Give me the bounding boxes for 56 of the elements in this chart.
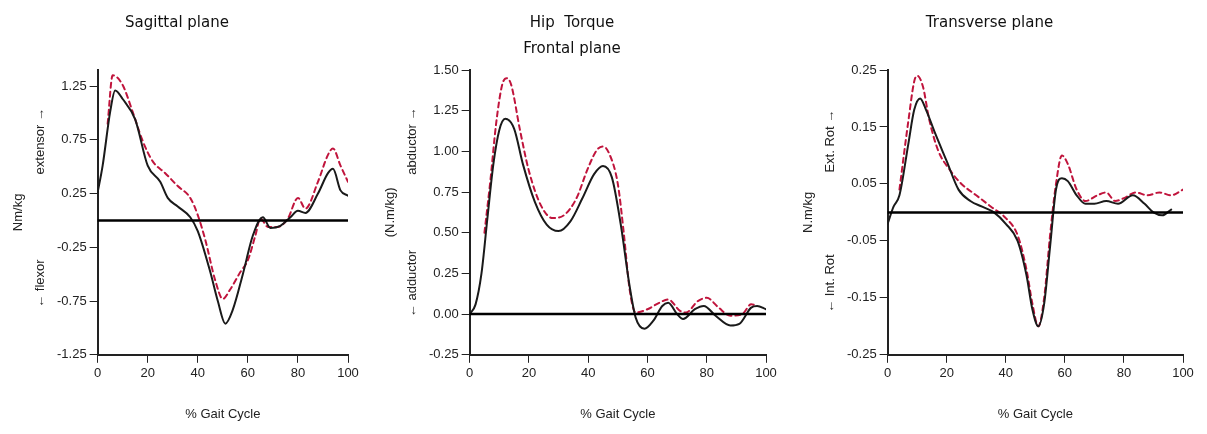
text: ← adductor xyxy=(403,249,419,318)
line-series xyxy=(106,74,348,300)
x-tick-label: 20 xyxy=(140,365,155,381)
y-tick-label: 1.25 xyxy=(433,102,459,118)
chart-subtitle: Frontal plane xyxy=(523,38,621,57)
x-tick-label: 40 xyxy=(998,365,1014,381)
y-tick-label: 0.50 xyxy=(433,224,459,240)
text: ← flexor xyxy=(31,258,47,308)
y-tick-label: 0.15 xyxy=(851,118,877,134)
y-tick-label: 0.75 xyxy=(433,183,459,199)
x-tick-label: 60 xyxy=(640,365,655,381)
chart-title: Sagittal plane xyxy=(125,12,229,31)
y-axis-title: N.m/kg xyxy=(799,191,815,233)
y-tick-label: 0.25 xyxy=(851,61,877,77)
y-tick-label: 0.75 xyxy=(61,131,87,147)
y-tick-label: -0.75 xyxy=(56,292,87,308)
x-axis-title: % Gait Cycle xyxy=(580,405,656,421)
x-tick-label: 80 xyxy=(699,365,714,381)
x-axis-title: % Gait Cycle xyxy=(185,405,261,421)
y-tick-label: 1.50 xyxy=(433,61,459,77)
y-tick-label: -0.25 xyxy=(56,238,87,254)
x-tick-label: 40 xyxy=(580,365,596,381)
y-tick-label: 0.25 xyxy=(61,185,87,201)
text: ← Int. Rot xyxy=(821,253,837,313)
y-tick-label: 1.25 xyxy=(61,77,87,93)
x-tick-label: 20 xyxy=(521,365,537,381)
y-tick-label: -0.25 xyxy=(428,346,459,362)
x-tick-label: 80 xyxy=(290,365,306,381)
y-tick-label: -0.05 xyxy=(846,232,877,248)
y-tick-label: 1.00 xyxy=(433,142,459,158)
y-axis-title: Nm/kg xyxy=(9,193,25,232)
y-tick-label: -1.25 xyxy=(56,346,87,362)
x-tick-label: 0 xyxy=(94,365,102,381)
x-tick-label: 0 xyxy=(884,365,892,381)
y-tick-label: 0.05 xyxy=(851,175,877,191)
text: extensor → xyxy=(31,107,47,175)
y-tick-label: 0.00 xyxy=(433,305,459,321)
x-tick-label: 60 xyxy=(240,365,256,381)
x-tick-label: 80 xyxy=(1116,365,1132,381)
x-tick-label: 0 xyxy=(466,365,474,381)
x-axis-title: % Gait Cycle xyxy=(997,405,1073,421)
text: Ext. Rot → xyxy=(821,109,837,173)
text: abductor → xyxy=(403,107,419,175)
x-tick-label: 20 xyxy=(939,365,954,381)
x-tick-label: 100 xyxy=(1172,365,1194,381)
line-series xyxy=(898,74,1183,328)
chart-title: Hip Torque xyxy=(529,12,615,31)
x-tick-label: 100 xyxy=(755,365,777,381)
y-tick-label: -0.15 xyxy=(846,289,877,305)
x-tick-label: 100 xyxy=(337,365,359,381)
y-tick-label: -0.25 xyxy=(846,346,877,362)
y-axis-title: (N.m/kg) xyxy=(381,187,397,238)
y-tick-label: 0.25 xyxy=(433,265,459,281)
x-tick-label: 40 xyxy=(190,365,206,381)
x-tick-label: 60 xyxy=(1057,365,1073,381)
chart-title: Transverse plane xyxy=(924,12,1054,31)
